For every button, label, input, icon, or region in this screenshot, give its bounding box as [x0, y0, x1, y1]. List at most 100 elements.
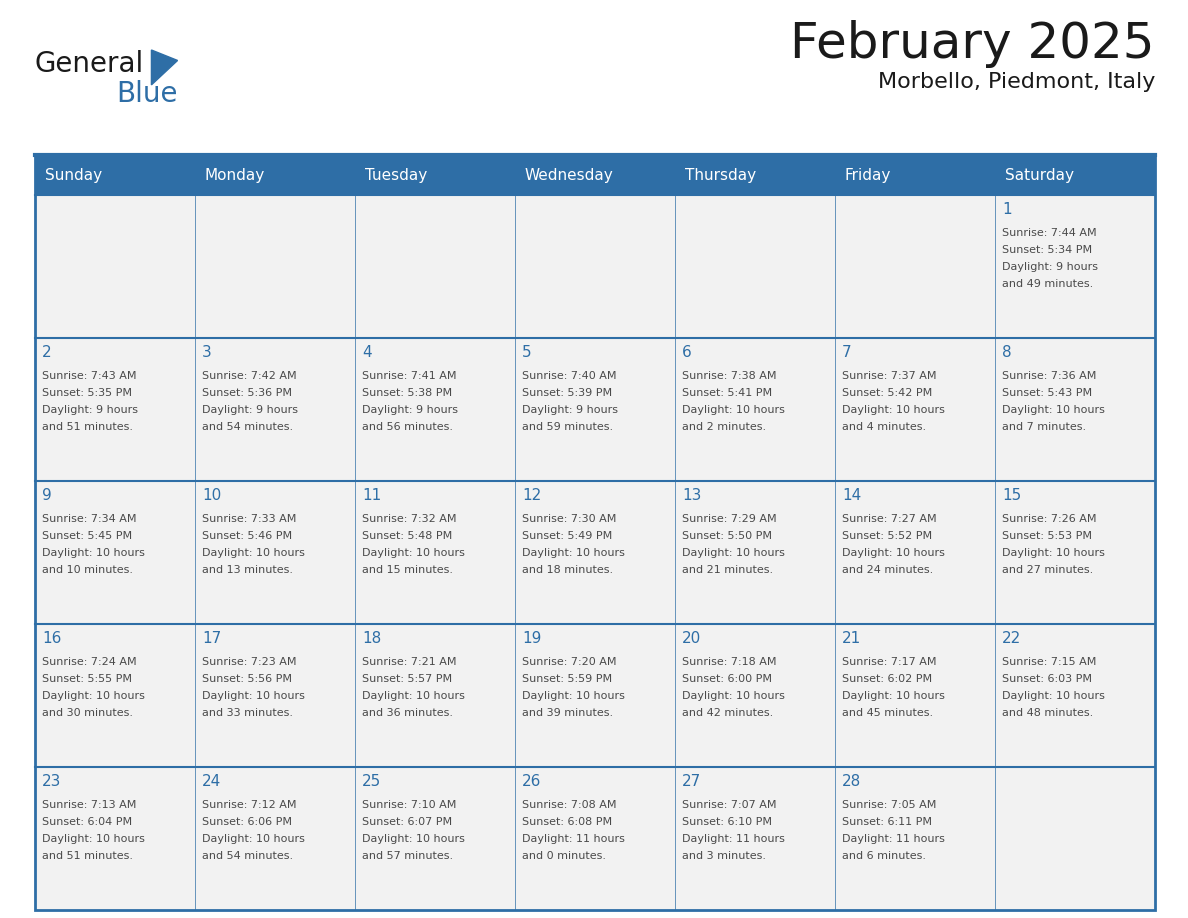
Text: Sunrise: 7:36 AM: Sunrise: 7:36 AM [1003, 371, 1097, 381]
Text: and 54 minutes.: and 54 minutes. [202, 422, 293, 432]
Text: Sunrise: 7:40 AM: Sunrise: 7:40 AM [523, 371, 617, 381]
Text: Sunset: 5:42 PM: Sunset: 5:42 PM [842, 388, 933, 398]
Text: Sunset: 6:11 PM: Sunset: 6:11 PM [842, 817, 933, 827]
Text: Daylight: 10 hours: Daylight: 10 hours [682, 405, 785, 415]
Text: Tuesday: Tuesday [365, 167, 426, 183]
Text: Daylight: 10 hours: Daylight: 10 hours [42, 548, 145, 558]
Bar [195, 195, 355, 338]
Text: Daylight: 10 hours: Daylight: 10 hours [1003, 691, 1105, 701]
Bar [355, 195, 516, 338]
Bar [195, 481, 355, 624]
Bar [516, 338, 675, 481]
Text: Morbello, Piedmont, Italy: Morbello, Piedmont, Italy [878, 72, 1155, 92]
Text: 1: 1 [1003, 202, 1012, 218]
Text: Daylight: 9 hours: Daylight: 9 hours [42, 405, 138, 415]
Text: Sunset: 6:04 PM: Sunset: 6:04 PM [42, 817, 132, 827]
Bar [516, 195, 675, 338]
Text: 11: 11 [362, 488, 381, 503]
Bar [835, 624, 996, 767]
Text: Sunrise: 7:38 AM: Sunrise: 7:38 AM [682, 371, 777, 381]
Text: Daylight: 9 hours: Daylight: 9 hours [1003, 262, 1098, 272]
Bar [34, 338, 195, 481]
Text: Sunset: 5:50 PM: Sunset: 5:50 PM [682, 531, 772, 541]
Text: Sunset: 5:34 PM: Sunset: 5:34 PM [1003, 245, 1092, 255]
Text: and 51 minutes.: and 51 minutes. [42, 422, 133, 432]
Bar [195, 338, 355, 481]
Text: Sunrise: 7:33 AM: Sunrise: 7:33 AM [202, 514, 297, 524]
Text: Sunset: 5:49 PM: Sunset: 5:49 PM [523, 531, 612, 541]
Bar [675, 624, 835, 767]
Bar [996, 195, 1155, 338]
Bar [34, 155, 1155, 910]
Text: 28: 28 [842, 775, 861, 789]
Bar [355, 338, 516, 481]
Text: Sunset: 5:39 PM: Sunset: 5:39 PM [523, 388, 612, 398]
Bar [195, 624, 355, 767]
Text: 23: 23 [42, 775, 62, 789]
Text: Sunrise: 7:15 AM: Sunrise: 7:15 AM [1003, 657, 1097, 667]
Text: 14: 14 [842, 488, 861, 503]
Bar [34, 155, 1155, 195]
Text: Sunrise: 7:18 AM: Sunrise: 7:18 AM [682, 657, 777, 667]
Text: 4: 4 [362, 345, 372, 361]
Bar [355, 767, 516, 910]
Text: Sunrise: 7:29 AM: Sunrise: 7:29 AM [682, 514, 777, 524]
Text: Sunrise: 7:43 AM: Sunrise: 7:43 AM [42, 371, 137, 381]
Text: Sunset: 5:48 PM: Sunset: 5:48 PM [362, 531, 453, 541]
Bar [675, 767, 835, 910]
Text: Sunset: 6:06 PM: Sunset: 6:06 PM [202, 817, 292, 827]
Text: and 3 minutes.: and 3 minutes. [682, 851, 766, 861]
Text: 6: 6 [682, 345, 691, 361]
Text: Daylight: 10 hours: Daylight: 10 hours [1003, 548, 1105, 558]
Text: Sunrise: 7:12 AM: Sunrise: 7:12 AM [202, 800, 297, 810]
Text: Sunrise: 7:21 AM: Sunrise: 7:21 AM [362, 657, 456, 667]
Text: and 49 minutes.: and 49 minutes. [1003, 279, 1093, 289]
Text: Daylight: 10 hours: Daylight: 10 hours [842, 405, 944, 415]
Text: 3: 3 [202, 345, 211, 361]
Text: 12: 12 [523, 488, 542, 503]
Text: 27: 27 [682, 775, 701, 789]
Bar [996, 338, 1155, 481]
Text: and 7 minutes.: and 7 minutes. [1003, 422, 1086, 432]
Text: Sunrise: 7:23 AM: Sunrise: 7:23 AM [202, 657, 297, 667]
Text: Sunset: 5:56 PM: Sunset: 5:56 PM [202, 674, 292, 684]
Text: and 24 minutes.: and 24 minutes. [842, 565, 934, 575]
Text: Daylight: 9 hours: Daylight: 9 hours [362, 405, 459, 415]
Text: Sunrise: 7:10 AM: Sunrise: 7:10 AM [362, 800, 456, 810]
Text: Daylight: 10 hours: Daylight: 10 hours [1003, 405, 1105, 415]
Text: 22: 22 [1003, 632, 1022, 646]
Text: Daylight: 10 hours: Daylight: 10 hours [362, 548, 465, 558]
Text: Sunset: 6:10 PM: Sunset: 6:10 PM [682, 817, 772, 827]
Text: Daylight: 10 hours: Daylight: 10 hours [42, 834, 145, 844]
Text: Sunrise: 7:30 AM: Sunrise: 7:30 AM [523, 514, 617, 524]
Text: Sunset: 5:55 PM: Sunset: 5:55 PM [42, 674, 132, 684]
Text: Sunrise: 7:05 AM: Sunrise: 7:05 AM [842, 800, 936, 810]
Bar [355, 481, 516, 624]
Text: Daylight: 10 hours: Daylight: 10 hours [523, 691, 625, 701]
Text: Blue: Blue [115, 80, 177, 108]
Bar [996, 767, 1155, 910]
Bar [355, 624, 516, 767]
Text: 24: 24 [202, 775, 221, 789]
Text: Sunrise: 7:42 AM: Sunrise: 7:42 AM [202, 371, 297, 381]
Text: and 36 minutes.: and 36 minutes. [362, 708, 453, 718]
Text: Sunset: 5:45 PM: Sunset: 5:45 PM [42, 531, 132, 541]
Text: and 0 minutes.: and 0 minutes. [523, 851, 606, 861]
Text: and 4 minutes.: and 4 minutes. [842, 422, 927, 432]
Text: Thursday: Thursday [684, 167, 756, 183]
Text: 5: 5 [523, 345, 532, 361]
Text: and 10 minutes.: and 10 minutes. [42, 565, 133, 575]
Text: Sunrise: 7:17 AM: Sunrise: 7:17 AM [842, 657, 936, 667]
Bar [835, 338, 996, 481]
Text: Daylight: 10 hours: Daylight: 10 hours [202, 834, 305, 844]
Text: Daylight: 11 hours: Daylight: 11 hours [842, 834, 944, 844]
Text: Daylight: 10 hours: Daylight: 10 hours [202, 548, 305, 558]
Bar [516, 624, 675, 767]
Text: Sunset: 5:53 PM: Sunset: 5:53 PM [1003, 531, 1092, 541]
Text: Sunset: 6:02 PM: Sunset: 6:02 PM [842, 674, 933, 684]
Text: Sunrise: 7:20 AM: Sunrise: 7:20 AM [523, 657, 617, 667]
Text: 15: 15 [1003, 488, 1022, 503]
Bar [835, 195, 996, 338]
Text: and 21 minutes.: and 21 minutes. [682, 565, 773, 575]
Text: and 27 minutes.: and 27 minutes. [1003, 565, 1093, 575]
